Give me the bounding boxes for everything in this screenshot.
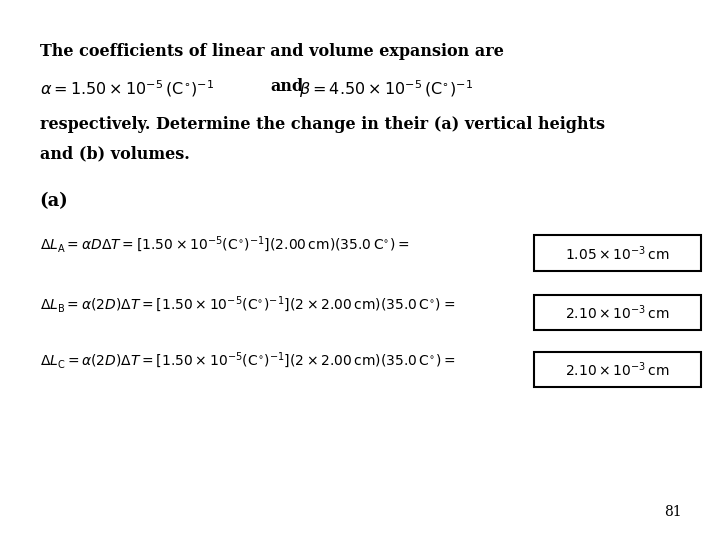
Text: $\Delta L_{\mathrm{C}} = \alpha(2D)\Delta T = [1.50 \times 10^{-5}(\mathrm{C}^{\: $\Delta L_{\mathrm{C}} = \alpha(2D)\Delt… [40, 351, 455, 372]
Text: 81: 81 [665, 505, 682, 519]
Text: $\alpha = 1.50 \times 10^{-5}\,(\mathrm{C}^{\circ})^{-1}$: $\alpha = 1.50 \times 10^{-5}\,(\mathrm{… [40, 78, 214, 99]
Text: $1.05 \times 10^{-3}\,\mathrm{cm}$: $1.05 \times 10^{-3}\,\mathrm{cm}$ [565, 244, 670, 262]
Text: (a): (a) [40, 192, 68, 210]
FancyBboxPatch shape [534, 235, 701, 271]
FancyBboxPatch shape [534, 295, 701, 330]
Text: $2.10 \times 10^{-3}\,\mathrm{cm}$: $2.10 \times 10^{-3}\,\mathrm{cm}$ [565, 303, 670, 322]
Text: $\Delta L_{\mathrm{B}} = \alpha(2D)\Delta T = [1.50 \times 10^{-5}(\mathrm{C}^{\: $\Delta L_{\mathrm{B}} = \alpha(2D)\Delt… [40, 294, 455, 315]
Text: $\Delta L_{\mathrm{A}} = \alpha D\Delta T = [1.50 \times 10^{-5}(\mathrm{C}^{\ci: $\Delta L_{\mathrm{A}} = \alpha D\Delta … [40, 235, 409, 255]
Text: respectively. Determine the change in their (a) vertical heights: respectively. Determine the change in th… [40, 116, 605, 133]
Text: $2.10 \times 10^{-3}\,\mathrm{cm}$: $2.10 \times 10^{-3}\,\mathrm{cm}$ [565, 360, 670, 379]
Text: and (b) volumes.: and (b) volumes. [40, 146, 189, 163]
Text: and: and [270, 78, 303, 95]
Text: The coefficients of linear and volume expansion are: The coefficients of linear and volume ex… [40, 43, 503, 60]
Text: $\beta = 4.50 \times 10^{-5}\,(\mathrm{C}^{\circ})^{-1}$: $\beta = 4.50 \times 10^{-5}\,(\mathrm{C… [299, 78, 473, 100]
FancyBboxPatch shape [534, 352, 701, 387]
